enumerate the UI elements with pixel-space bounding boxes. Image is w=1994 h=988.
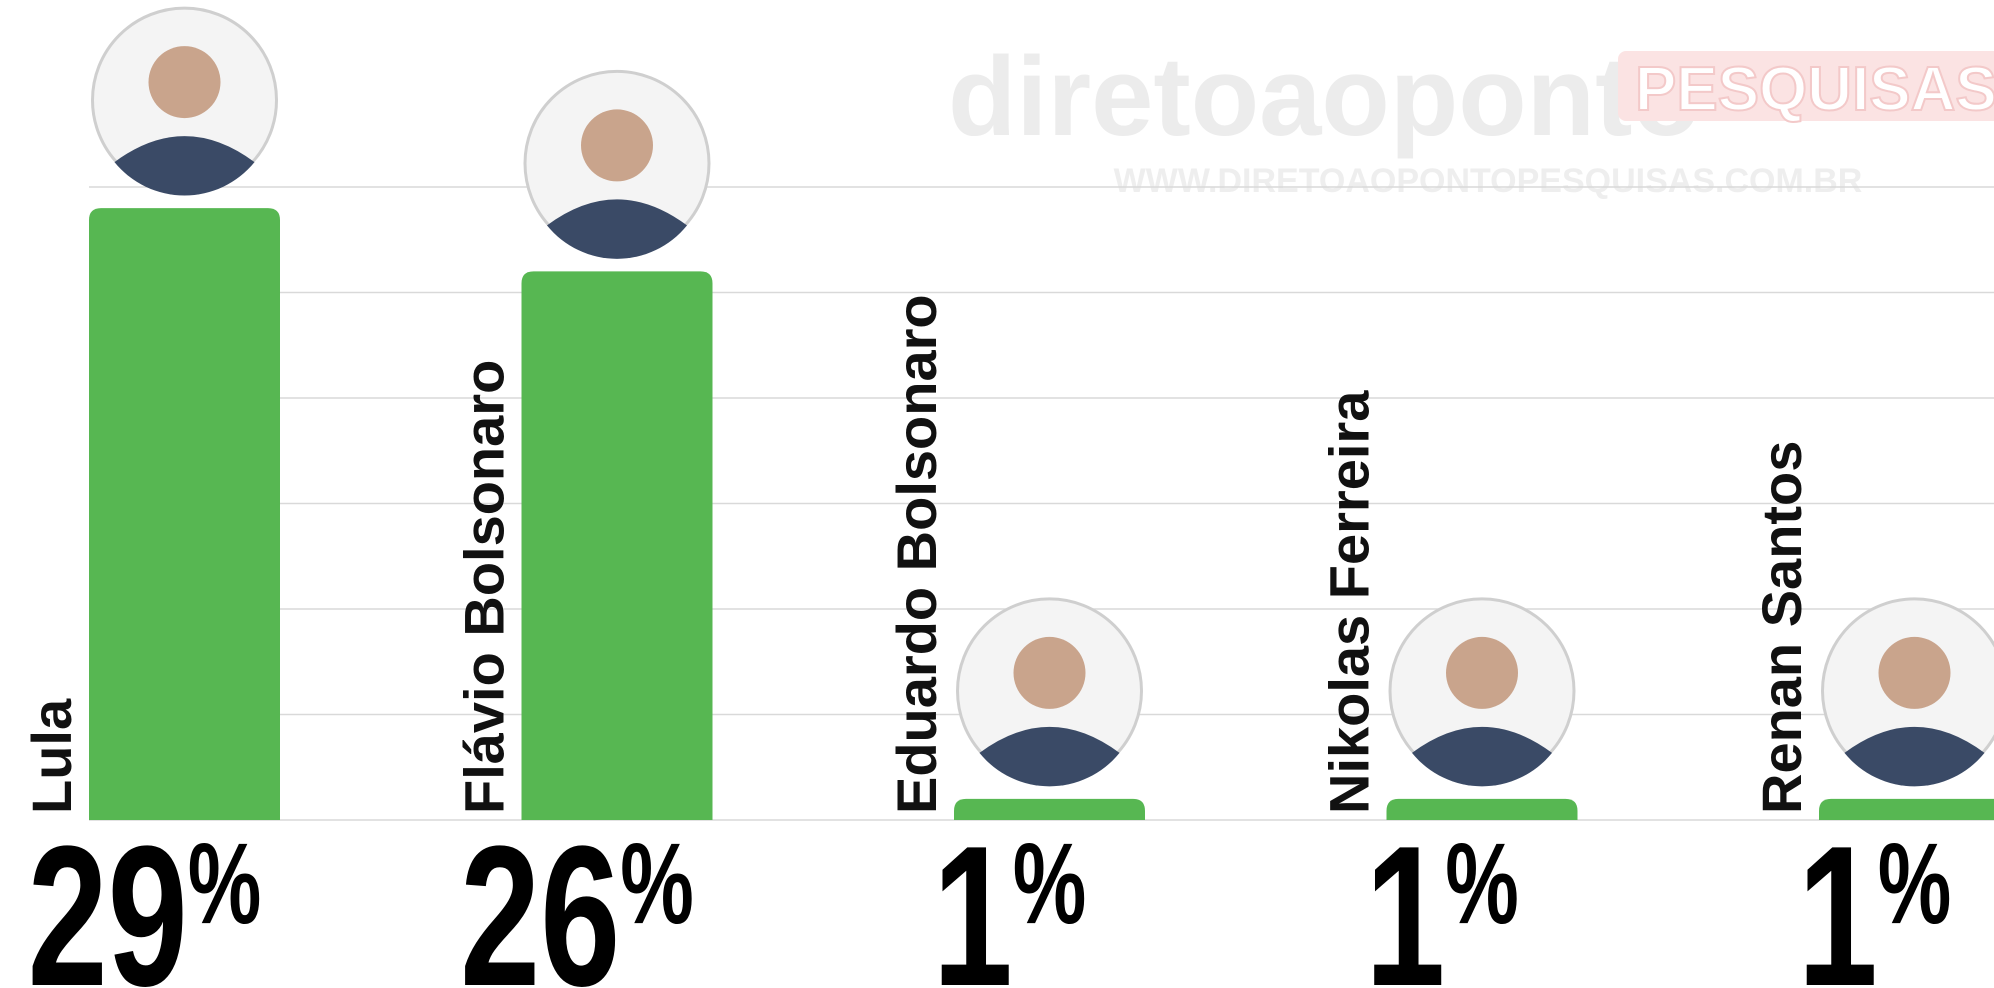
category-label: Lula xyxy=(20,698,83,814)
category-label: Flávio Bolsonaro xyxy=(453,360,516,814)
value-label: 1% xyxy=(1798,804,1952,988)
value-label: 26% xyxy=(460,804,694,988)
portrait-head xyxy=(1446,636,1518,709)
watermark-url: WWW.DIRETOAOPONTOPESQUISAS.COM.BR xyxy=(1114,162,1863,200)
portrait-head xyxy=(148,46,221,119)
portrait-body xyxy=(547,199,687,259)
value-label: 1% xyxy=(933,804,1087,988)
portrait xyxy=(523,69,711,259)
portrait-head xyxy=(1878,636,1951,709)
portrait-body xyxy=(114,136,255,196)
watermark-tag-box xyxy=(1618,51,1994,121)
bar xyxy=(954,798,1145,820)
portrait xyxy=(956,597,1143,787)
category-label: Renan Santos xyxy=(1750,441,1813,814)
bar xyxy=(1386,798,1578,820)
portrait-head xyxy=(581,109,653,182)
watermark-brand: diretoaoponto xyxy=(948,34,1701,159)
portrait-body xyxy=(1412,726,1552,787)
value-label: 1% xyxy=(1365,804,1519,988)
bar xyxy=(521,271,713,820)
portrait-body xyxy=(1844,726,1985,787)
bar xyxy=(89,208,280,821)
watermark-tag: PESQUISAS xyxy=(1635,55,1994,124)
portrait-head xyxy=(1013,636,1086,709)
category-label: Eduardo Bolsonaro xyxy=(885,294,948,814)
portrait xyxy=(1821,597,1994,787)
bar xyxy=(1819,798,1994,820)
category-label: Nikolas Ferreira xyxy=(1318,390,1381,814)
portrait-body xyxy=(979,726,1120,787)
portrait xyxy=(1388,597,1576,787)
value-label: 29% xyxy=(28,804,262,988)
portrait xyxy=(91,6,278,196)
